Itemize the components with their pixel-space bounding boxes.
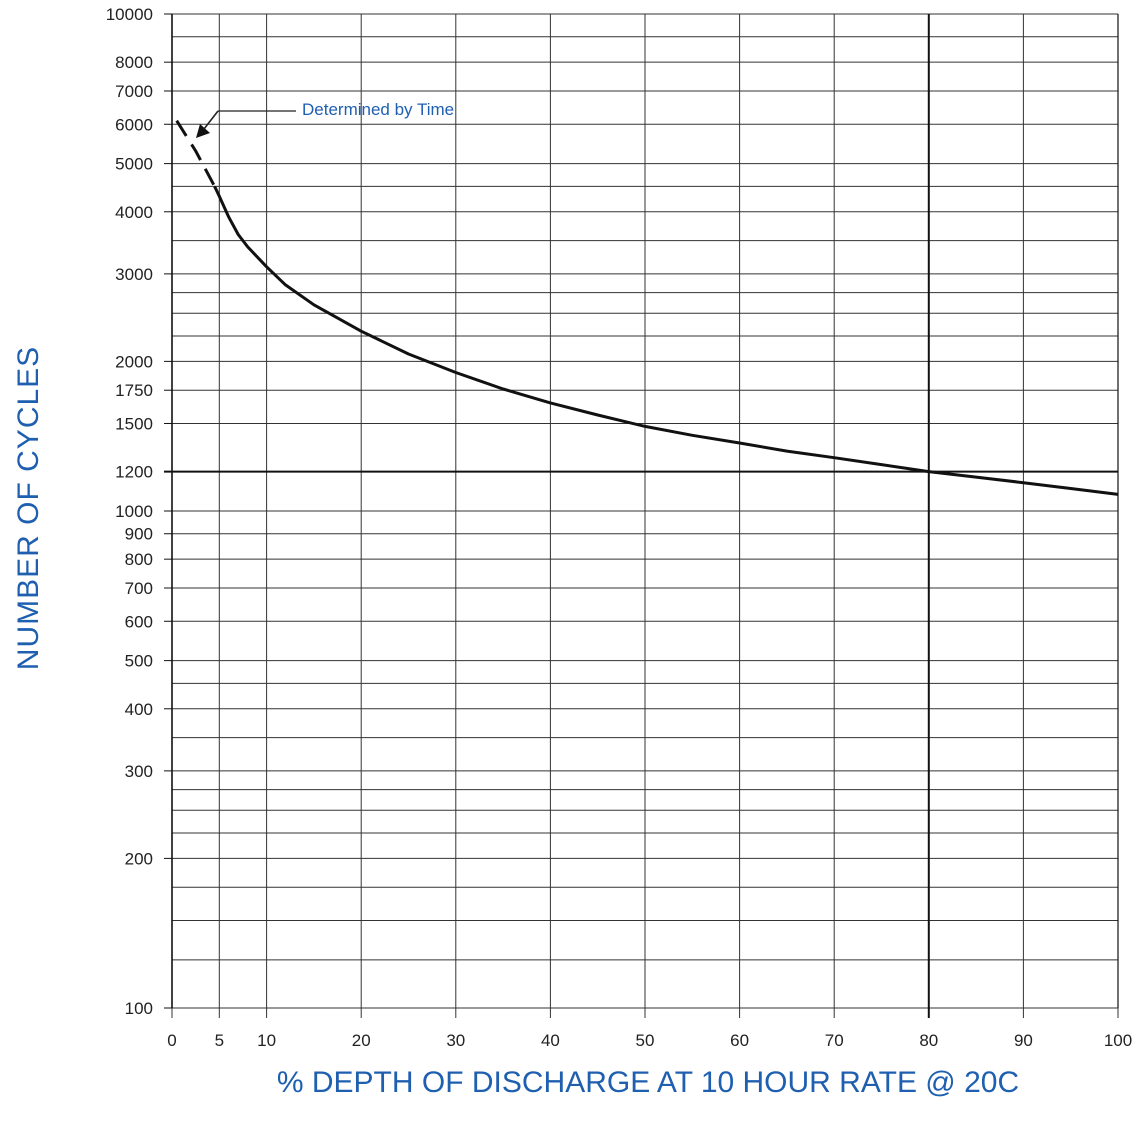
annotation-arrow-icon [196, 124, 210, 138]
y-tick-label: 7000 [115, 82, 153, 101]
y-tick-label: 800 [125, 550, 153, 569]
annotation-leader-diagonal [203, 110, 219, 130]
y-axis-label: NUMBER OF CYCLES [12, 346, 45, 670]
y-tick-label: 10000 [106, 5, 153, 24]
x-tick-label: 40 [541, 1031, 560, 1050]
y-tick-label: 900 [125, 525, 153, 544]
grid [171, 13, 1119, 1018]
y-tick-label: 200 [125, 849, 153, 868]
y-tick-label: 100 [125, 999, 153, 1018]
y-tick-label: 1000 [115, 502, 153, 521]
x-axis-label: % DEPTH OF DISCHARGE AT 10 HOUR RATE @ 2… [277, 1066, 1019, 1099]
x-tick-label: 100 [1104, 1031, 1132, 1050]
y-tick-label: 4000 [115, 203, 153, 222]
y-tick-label: 8000 [115, 53, 153, 72]
cycle-curve-dashed [175, 119, 216, 188]
highlight-lines [164, 14, 1118, 1018]
x-tick-label: 0 [167, 1031, 176, 1050]
x-tick-label: 70 [825, 1031, 844, 1050]
x-tick-label: 5 [215, 1031, 224, 1050]
x-tick-label: 90 [1014, 1031, 1033, 1050]
y-tick-label: 2000 [115, 352, 153, 371]
x-tick-label: 80 [919, 1031, 938, 1050]
x-tick-labels: 0 5 10 20 30 40 50 60 70 80 90 100 [167, 1031, 1132, 1050]
y-tick-label: 1200 [115, 463, 153, 482]
y-tick-label: 600 [125, 612, 153, 631]
x-tick-label: 30 [446, 1031, 465, 1050]
y-tick-label: 1500 [115, 414, 153, 433]
y-tick-label: 5000 [115, 155, 153, 174]
annotation-determined-by-time: Determined by Time [302, 100, 454, 119]
x-tick-label: 60 [730, 1031, 749, 1050]
y-tick-label: 400 [125, 700, 153, 719]
y-tick-label: 500 [125, 652, 153, 671]
cycle-curve [213, 185, 1119, 496]
series-layer [175, 119, 1119, 496]
y-tick-label: 1750 [115, 381, 153, 400]
x-tick-label: 50 [636, 1031, 655, 1050]
y-tick-label: 6000 [115, 115, 153, 134]
y-tick-label: 3000 [115, 265, 153, 284]
x-tick-label: 10 [257, 1031, 276, 1050]
y-tick-label: 700 [125, 579, 153, 598]
annotation-layer: Determined by Time [196, 100, 454, 138]
y-tick-label: 300 [125, 762, 153, 781]
x-tick-label: 20 [352, 1031, 371, 1050]
y-tick-labels: 100 200 300 400 500 600 700 800 900 1000 1200 1500 1… [106, 5, 172, 1018]
